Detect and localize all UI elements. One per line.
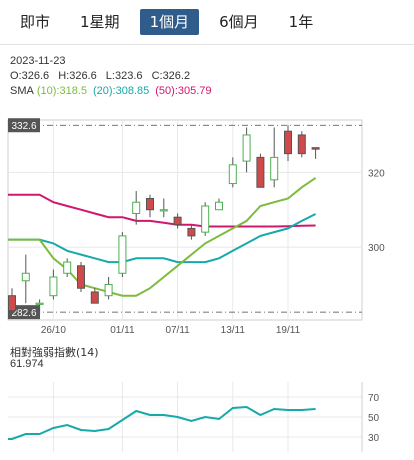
price-chart: 300 320 26/10 01/11 07/11 13/11 19/11 332.6 282.… [7, 118, 385, 336]
candle-body [104, 283, 113, 297]
candle-body [146, 198, 154, 211]
candle-body [77, 265, 85, 289]
rsi-value: 61.974 [10, 358, 44, 370]
candle-body [118, 235, 127, 274]
x-tick-label: 19/11 [276, 325, 301, 336]
x-tick-label: 13/11 [221, 325, 246, 336]
rsi-y-tick-label: 50 [368, 413, 380, 424]
tab-1-month[interactable]: 1個月 [139, 9, 200, 35]
sma20-value: (20):308.85 [93, 85, 150, 97]
tab-realtime[interactable]: 即市 [20, 13, 51, 31]
period-tabs: 即市 1星期 1個月 6個月 1年 [0, 0, 414, 44]
y-tick-label: 300 [368, 243, 385, 254]
candle-body [21, 272, 30, 282]
high-line-label: 332.6 [11, 121, 36, 132]
sma10-value: (10):318.5 [36, 85, 87, 97]
candle-body [173, 216, 182, 226]
low-line-label: 282.6 [11, 308, 36, 319]
candle-body [8, 295, 16, 312]
candle-body [63, 261, 72, 274]
close-value: C:326.2 [151, 70, 191, 82]
candle-body [270, 156, 279, 181]
info-ohlc: O:326.6 H:326.6 L:323.6 C:326.2 [10, 70, 196, 82]
plot-frame [7, 119, 363, 321]
tab-6-months[interactable]: 6個月 [219, 13, 259, 31]
x-tick-label: 26/10 [41, 325, 66, 336]
candle-body [201, 205, 210, 233]
rsi-chart: 30 50 70 [8, 382, 380, 452]
low-value: L:323.6 [105, 70, 143, 82]
info-date: 2023-11-23 [10, 55, 66, 67]
candle-body [228, 164, 237, 185]
sma50-line [8, 193, 316, 228]
info-sma: SMA (10):318.5 (20):308.85 (50):305.79 [10, 85, 218, 97]
candle-body [242, 134, 251, 162]
high-line-badge [8, 118, 40, 133]
x-tick-label: 01/11 [110, 325, 135, 336]
candle-body [49, 276, 58, 297]
rsi-y-tick-label: 30 [368, 433, 380, 444]
candle-body [311, 147, 320, 150]
candle-body [90, 291, 99, 304]
candle-body [215, 201, 223, 211]
sma20-line [8, 213, 317, 264]
rsi-param: (14) [76, 346, 99, 359]
open-value: O:326.6 [10, 70, 50, 82]
sma50-value: (50):305.79 [155, 85, 212, 97]
sma-label: SMA [10, 85, 34, 97]
candle-body [132, 201, 141, 214]
rsi-line [8, 405, 316, 440]
x-tick-label: 07/11 [165, 325, 190, 336]
candle-body [35, 302, 44, 305]
tabs-divider [0, 44, 414, 45]
tab-1-year[interactable]: 1年 [288, 13, 314, 31]
rsi-y-tick-label: 70 [368, 393, 380, 404]
candle-body [187, 227, 196, 237]
candle-body [297, 134, 306, 155]
candle-body [284, 130, 292, 155]
rsi-title: 相對強弱指數(14) [10, 344, 99, 360]
candle-body [256, 156, 265, 188]
sma10-line [8, 177, 317, 297]
candle-body [159, 209, 168, 212]
rsi-title-text: 相對強弱指數 [10, 346, 76, 359]
y-tick-label: 320 [368, 168, 385, 179]
high-value: H:326.6 [58, 70, 97, 82]
tab-1-week[interactable]: 1星期 [80, 13, 120, 31]
